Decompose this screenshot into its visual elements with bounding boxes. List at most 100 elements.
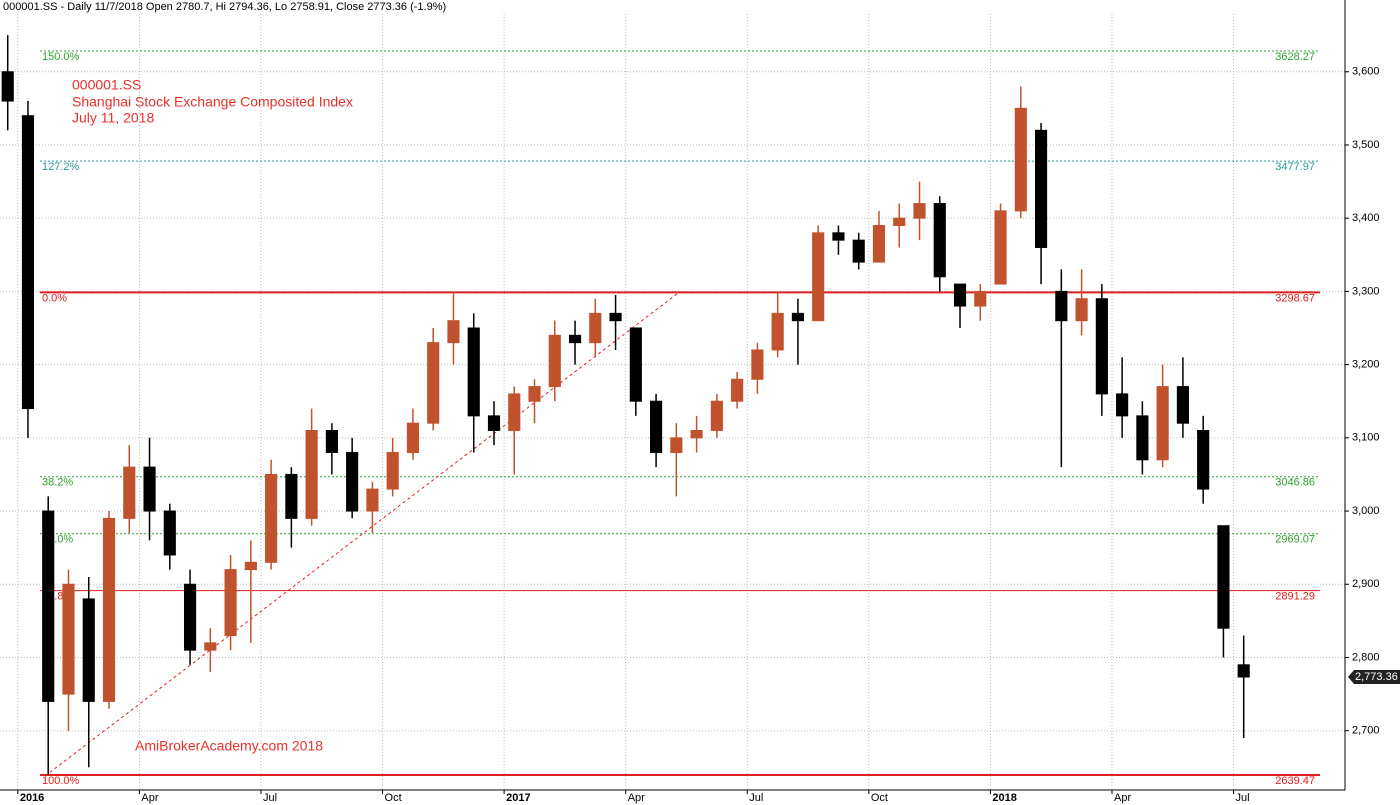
candle-body	[1095, 298, 1108, 395]
candle-body	[508, 393, 521, 432]
y-tick-label: 3,000	[1352, 505, 1380, 517]
y-tick-label: 2,900	[1352, 578, 1380, 590]
level-value: 2969.07	[1275, 534, 1315, 546]
candle-body	[406, 422, 420, 453]
x-tick-label: Apr	[141, 792, 158, 804]
candle-body	[568, 334, 582, 344]
x-tick-label: Jul	[263, 792, 277, 804]
level-label: 100.0%	[42, 775, 80, 787]
candle-body	[487, 415, 501, 432]
candle-body	[42, 510, 55, 702]
candle-body	[244, 561, 257, 571]
candle-body	[1014, 107, 1027, 212]
candle-body	[751, 349, 764, 380]
trendline	[44, 292, 679, 777]
candle-body	[1055, 290, 1068, 322]
x-tick-label: Apr	[628, 792, 645, 804]
y-tick-label: 3,300	[1352, 285, 1380, 297]
level-value: 3628.27	[1275, 51, 1315, 63]
level-label: 127.2%	[42, 161, 80, 173]
candle-body	[467, 327, 480, 417]
price-tag	[1348, 669, 1400, 684]
candle-body	[1237, 664, 1250, 678]
candle-body	[386, 451, 399, 490]
candle-body	[285, 473, 298, 519]
candle-body	[1197, 430, 1210, 490]
candle-body	[1156, 386, 1169, 461]
candle-body	[710, 400, 723, 432]
x-tick-label: 2016	[20, 792, 44, 804]
candle-body	[143, 466, 156, 512]
chart-header: 000001.SS - Daily 11/7/2018 Open 2780.7,…	[3, 1, 446, 13]
x-tick-label: Jul	[749, 792, 763, 804]
level-value: 3298.67	[1275, 292, 1315, 304]
candle-body	[913, 203, 926, 219]
y-tick-label: 2,700	[1352, 725, 1380, 737]
candle-body	[690, 430, 703, 439]
y-tick-label: 3,200	[1352, 359, 1380, 371]
candle-body	[305, 430, 318, 519]
y-tick-label: 3,100	[1352, 432, 1380, 444]
candle-body	[994, 210, 1007, 285]
candle-body	[791, 312, 804, 322]
level-value: 2891.29	[1275, 591, 1315, 603]
candle-body	[204, 642, 217, 651]
candle-body	[82, 598, 95, 702]
watermark: AmiBrokerAcademy.com 2018	[135, 738, 323, 754]
x-tick-label: 2017	[506, 792, 530, 804]
candle-body	[62, 583, 75, 695]
candle-body	[1075, 298, 1088, 322]
annotation: 000001.SS	[72, 77, 141, 93]
x-tick-label: Oct	[871, 792, 888, 804]
annotation: Shanghai Stock Exchange Composited Index	[72, 94, 353, 110]
candle-body	[163, 510, 176, 556]
candle-body	[609, 312, 622, 322]
level-value: 2639.47	[1275, 775, 1315, 787]
candle-body	[183, 583, 197, 651]
x-tick-label: 2018	[992, 792, 1016, 804]
x-tick-label: Jul	[1236, 792, 1250, 804]
candle-body	[953, 283, 967, 307]
candle-body	[427, 342, 440, 424]
candle-body	[123, 466, 136, 519]
level-value: 3477.97	[1275, 161, 1315, 173]
candle-body	[933, 203, 946, 278]
candle-body	[1217, 525, 1230, 629]
candle-body	[1136, 415, 1149, 461]
y-tick-label: 3,500	[1352, 139, 1380, 151]
candle-body	[670, 437, 683, 453]
candle-body	[731, 378, 744, 402]
x-tick-label: Oct	[385, 792, 402, 804]
candle-body	[265, 473, 278, 563]
x-tick-label: Apr	[1114, 792, 1131, 804]
level-value: 3046.86	[1275, 477, 1315, 489]
candle-body	[346, 451, 359, 512]
candle-body	[1, 71, 14, 102]
candle-body	[893, 217, 906, 227]
candle-body	[447, 320, 460, 344]
candle-body	[629, 327, 642, 402]
candle-body	[548, 334, 561, 388]
y-tick-label: 3,600	[1352, 66, 1380, 78]
candle-body	[528, 386, 541, 402]
y-tick-label: 3,400	[1352, 212, 1380, 224]
candle-body	[325, 430, 338, 453]
candle-body	[1116, 393, 1129, 417]
level-label: 150.0%	[42, 51, 80, 63]
candle-body	[974, 290, 987, 307]
candle-body	[771, 312, 784, 351]
level-label: 0.0%	[42, 292, 67, 304]
candle-body	[650, 400, 663, 453]
level-label: 38.2%	[42, 477, 73, 489]
candle-body	[1176, 386, 1189, 424]
candle-body	[589, 312, 602, 344]
candle-body	[366, 488, 379, 512]
candle-body	[1034, 129, 1048, 248]
candle-body	[852, 239, 865, 263]
candle-body	[832, 232, 845, 241]
candle-body	[21, 115, 35, 410]
candle-body	[102, 517, 116, 702]
annotation: July 11, 2018	[72, 110, 154, 126]
